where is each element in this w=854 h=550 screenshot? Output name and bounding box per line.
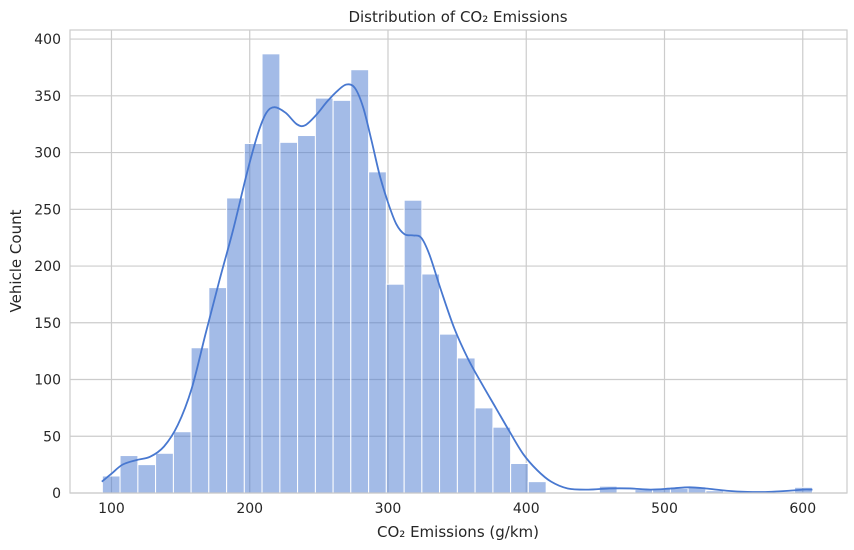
histogram-bar: [137, 464, 157, 494]
y-tick-label: 200: [34, 259, 61, 275]
x-axis-label: CO₂ Emissions (g/km): [377, 523, 539, 541]
y-axis-ticks: 0 50 100 150 200 250 300 350 400: [34, 32, 61, 502]
histogram-bar: [314, 97, 334, 494]
histogram-bar: [261, 53, 281, 494]
histogram-bar: [403, 199, 423, 494]
y-axis-label: Vehicle Count: [7, 209, 25, 312]
histogram-bar: [172, 431, 192, 494]
histogram-bar: [456, 357, 476, 494]
histogram-bars: [101, 53, 813, 494]
histogram-bar: [279, 141, 299, 494]
histogram-bar: [510, 462, 529, 494]
y-tick-label: 50: [43, 429, 61, 445]
y-tick-label: 150: [34, 316, 61, 332]
y-tick-label: 0: [52, 486, 61, 502]
y-tick-label: 100: [34, 373, 61, 389]
histogram-bar: [350, 69, 370, 494]
y-tick-label: 250: [34, 202, 61, 218]
y-tick-label: 350: [34, 89, 61, 105]
y-tick-label: 300: [34, 146, 61, 162]
x-tick-label: 400: [513, 501, 540, 517]
x-tick-label: 200: [236, 501, 263, 517]
x-tick-label: 600: [789, 501, 816, 517]
x-tick-label: 100: [98, 501, 125, 517]
plot-frame: [69, 29, 848, 494]
x-tick-label: 300: [375, 501, 402, 517]
histogram-bar: [439, 333, 458, 494]
histogram-bar: [155, 452, 174, 494]
kde-curve: [101, 83, 813, 493]
histogram-bar: [492, 426, 512, 494]
histogram-bar: [474, 407, 494, 494]
histogram-bar: [243, 142, 263, 494]
x-axis-ticks: 100 200 300 400 500 600: [98, 501, 816, 517]
chart-title: Distribution of CO₂ Emissions: [348, 8, 567, 26]
y-tick-label: 400: [34, 32, 61, 48]
histogram-bar: [208, 287, 228, 494]
histogram-bar: [421, 273, 441, 494]
histogram-bar: [368, 171, 387, 494]
x-tick-label: 500: [651, 501, 678, 517]
histogram-bar: [190, 347, 210, 494]
histogram-bar: [297, 135, 316, 494]
histogram-bar: [527, 481, 547, 494]
histogram-bar: [385, 283, 405, 494]
histogram-bar: [332, 99, 352, 494]
